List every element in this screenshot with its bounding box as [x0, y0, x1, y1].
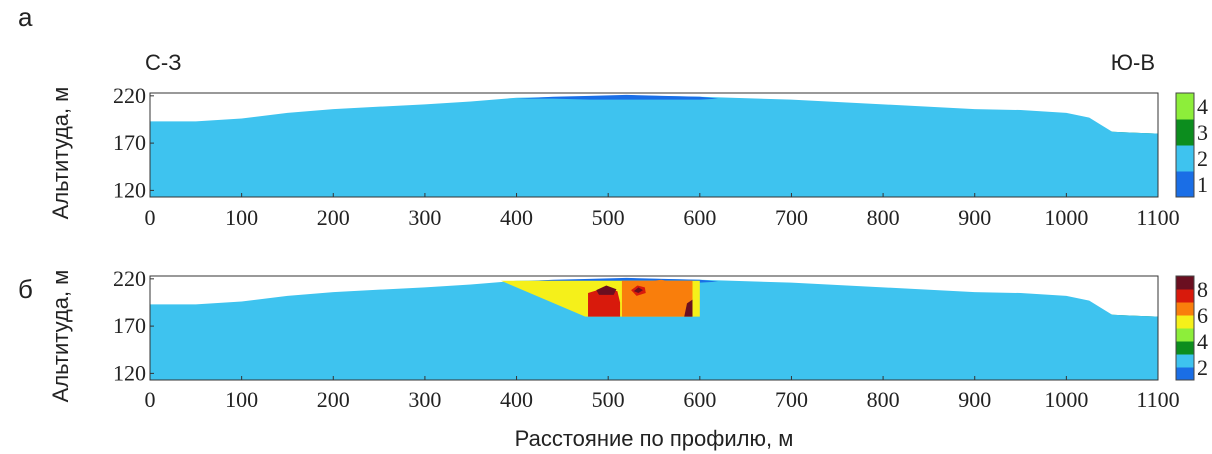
x-tick-label: 900 [958, 387, 991, 412]
x-tick-label: 100 [225, 387, 258, 412]
anomaly-class-8 [596, 285, 617, 295]
colorbar-segment [1176, 93, 1194, 120]
plot-frame [149, 92, 1159, 198]
x-tick-label: 1000 [1044, 387, 1088, 412]
x-tick-label: 200 [317, 387, 350, 412]
x-axis-label: Расстояние по профилю, м [515, 426, 794, 451]
x-tick-label: 200 [317, 205, 350, 230]
x-tick-label: 1000 [1044, 205, 1088, 230]
layer-class-1 [516, 94, 719, 100]
colorbar-segment [1176, 171, 1194, 198]
x-tick-label: 600 [683, 205, 716, 230]
colorbar-segment [1176, 276, 1194, 290]
colorbar-segment [1176, 367, 1194, 381]
colorbar-tick-label: 2 [1197, 355, 1208, 380]
x-tick-label: 800 [867, 387, 900, 412]
colorbar-segment [1176, 302, 1194, 316]
colorbar-tick-label: 2 [1197, 146, 1208, 171]
anomaly-class-8 [684, 299, 693, 317]
x-tick-label: 700 [775, 387, 808, 412]
colorbar-frame [1175, 275, 1195, 381]
x-tick-label: 1100 [1136, 387, 1179, 412]
x-tick-label: 100 [225, 205, 258, 230]
y-tick-label: 220 [113, 266, 146, 291]
chart-panel-1: 0 100 200 300 400 500 600 700 800 900 1000 1100 120 1… [18, 2, 1208, 230]
colorbar-tick-label: 6 [1197, 303, 1208, 328]
x-tick-label: 900 [958, 205, 991, 230]
y-axis-label: Альтитуда, м [48, 270, 73, 403]
x-tick-label: 700 [775, 205, 808, 230]
y-tick-label: 220 [113, 83, 146, 108]
x-tick-label: 300 [408, 205, 441, 230]
layer-class-2 [150, 278, 1158, 380]
x-tick-label: 0 [145, 205, 156, 230]
direction-label-right: Ю-В [1111, 50, 1155, 75]
plot-area [150, 93, 1158, 197]
anomaly-class-7 [588, 288, 621, 317]
y-tick-label: 120 [113, 177, 146, 202]
y-axis-label: Альтитуда, м [48, 87, 73, 220]
y-tick-label: 170 [113, 313, 146, 338]
colorbar-segment [1176, 315, 1194, 329]
x-tick-label: 500 [592, 387, 625, 412]
anomaly-class-6 [621, 280, 693, 317]
x-tick-label: 800 [867, 205, 900, 230]
anomaly-class-6 [647, 279, 676, 286]
anomaly-class-8 [633, 287, 644, 294]
panel-label: а [18, 2, 33, 32]
x-tick-label: 0 [145, 387, 156, 412]
colorbar-tick-label: 4 [1197, 94, 1208, 119]
colorbar-segment [1176, 119, 1194, 146]
colorbar-frame [1175, 92, 1195, 198]
plot-frame [149, 275, 1159, 381]
x-tick-label: 500 [592, 205, 625, 230]
colorbar-segment [1176, 328, 1194, 342]
x-tick-label: 600 [683, 387, 716, 412]
layer-class-2 [150, 95, 1158, 197]
panel-label: б [18, 274, 33, 304]
colorbar-segment [1176, 145, 1194, 172]
x-tick-label: 300 [408, 387, 441, 412]
chart-panel-2: 0 100 200 300 400 500 600 700 800 900 1000 1100 120 1… [18, 266, 1208, 412]
colorbar-tick-label: 3 [1197, 120, 1208, 145]
colorbar-segment [1176, 354, 1194, 368]
colorbar-tick-label: 4 [1197, 329, 1208, 354]
colorbar-segment [1176, 289, 1194, 303]
x-tick-label: 400 [500, 205, 533, 230]
x-tick-label: 400 [500, 387, 533, 412]
direction-label-left: С-З [145, 50, 182, 75]
plot-area [150, 276, 1158, 380]
x-tick-label: 1100 [1136, 205, 1179, 230]
y-tick-label: 170 [113, 130, 146, 155]
colorbar-tick-label: 1 [1197, 172, 1208, 197]
colorbar-segment [1176, 341, 1194, 355]
y-tick-label: 120 [113, 360, 146, 385]
colorbar-tick-label: 8 [1197, 277, 1208, 302]
